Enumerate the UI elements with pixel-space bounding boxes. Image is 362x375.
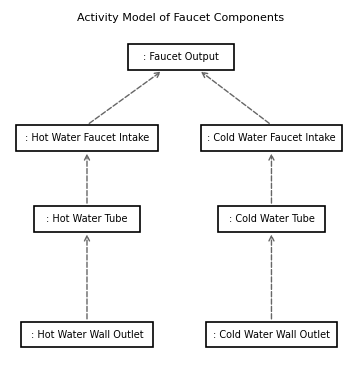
Text: : Hot Water Faucet Intake: : Hot Water Faucet Intake	[25, 133, 149, 143]
FancyBboxPatch shape	[16, 125, 158, 151]
FancyBboxPatch shape	[128, 44, 234, 70]
Text: : Cold Water Faucet Intake: : Cold Water Faucet Intake	[207, 133, 336, 143]
Text: : Cold Water Tube: : Cold Water Tube	[228, 214, 315, 224]
Text: : Hot Water Tube: : Hot Water Tube	[46, 214, 128, 224]
FancyBboxPatch shape	[34, 206, 140, 232]
Text: : Faucet Output: : Faucet Output	[143, 52, 219, 62]
Text: : Cold Water Wall Outlet: : Cold Water Wall Outlet	[213, 330, 330, 339]
FancyBboxPatch shape	[218, 206, 325, 232]
FancyBboxPatch shape	[206, 322, 337, 347]
Text: : Hot Water Wall Outlet: : Hot Water Wall Outlet	[31, 330, 143, 339]
FancyBboxPatch shape	[21, 322, 153, 347]
FancyBboxPatch shape	[201, 125, 342, 151]
Text: Activity Model of Faucet Components: Activity Model of Faucet Components	[77, 13, 285, 23]
